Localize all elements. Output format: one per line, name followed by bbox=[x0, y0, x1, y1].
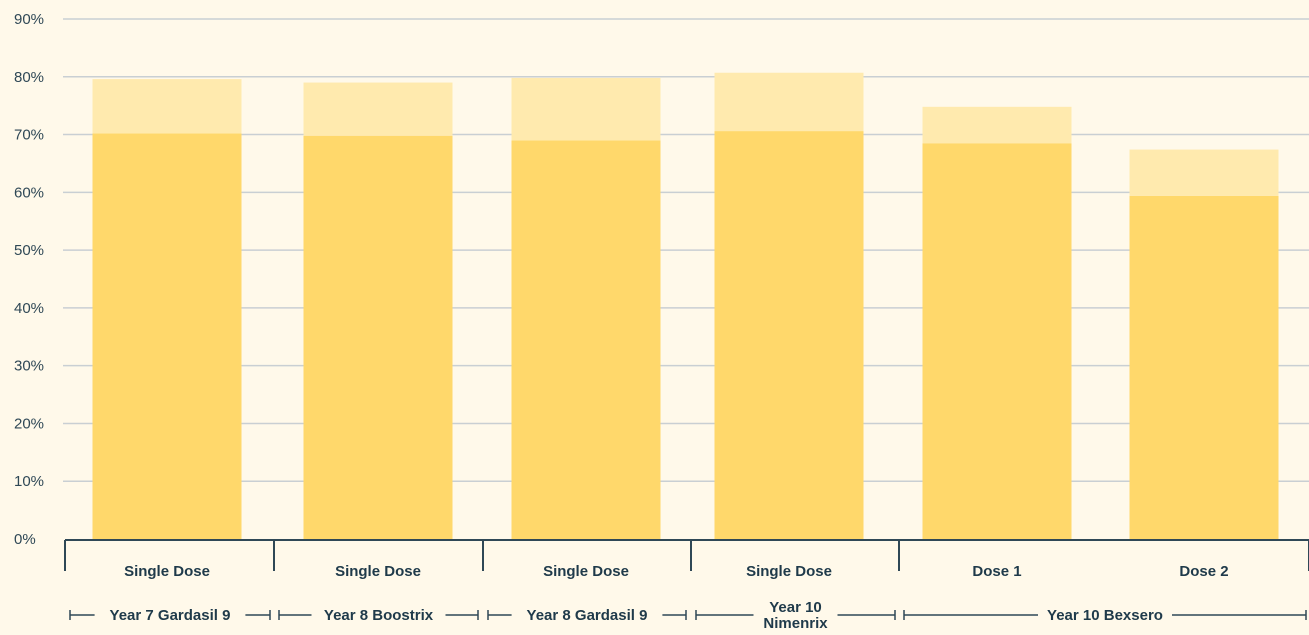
x-axis bbox=[64, 539, 1309, 571]
y-tick-label: 30% bbox=[14, 358, 44, 375]
bar-segment-base bbox=[1129, 195, 1279, 540]
gridlines bbox=[63, 18, 1309, 482]
group-label: Year 10 Bexsero bbox=[1047, 607, 1163, 624]
y-tick-label: 80% bbox=[14, 69, 44, 86]
category-label: Single Dose bbox=[124, 563, 210, 580]
category-labels: Single Dose Single Dose Single Dose Single … bbox=[124, 563, 1229, 580]
bar-segment-base bbox=[922, 143, 1072, 539]
y-tick-label: 10% bbox=[14, 473, 44, 490]
bar-segment-base bbox=[303, 135, 453, 539]
group-label: Year 8 Boostrix bbox=[324, 607, 434, 624]
y-tick-label: 50% bbox=[14, 242, 44, 259]
y-tick-label: 20% bbox=[14, 415, 44, 432]
y-tick-label: 70% bbox=[14, 127, 44, 144]
group-labels: Year 7 Gardasil 9 Year 8 Boostrix Year 8 G… bbox=[69, 599, 1307, 632]
bar-segment-top bbox=[714, 72, 864, 132]
category-label: Single Dose bbox=[335, 563, 421, 580]
y-tick-label: 90% bbox=[14, 11, 44, 28]
bars bbox=[92, 72, 1279, 540]
y-tick-label: 40% bbox=[14, 300, 44, 317]
y-tick-label: 60% bbox=[14, 184, 44, 201]
bar-segment-top bbox=[92, 79, 242, 134]
bar-segment-base bbox=[511, 140, 661, 540]
group-label: Year 10 Nimenrix bbox=[763, 599, 828, 632]
bar-segment-base bbox=[714, 131, 864, 540]
bar-segment-top bbox=[303, 82, 453, 136]
category-label: Single Dose bbox=[746, 563, 832, 580]
bar-segment-base bbox=[92, 133, 242, 539]
category-label: Dose 1 bbox=[972, 563, 1021, 580]
y-axis-ticks: 0% 10% 20% 30% 40% 50% 60% 70% 80% 90% bbox=[14, 11, 44, 548]
category-label: Dose 2 bbox=[1179, 563, 1228, 580]
bar-segment-top bbox=[511, 77, 661, 141]
group-label: Year 7 Gardasil 9 bbox=[110, 607, 231, 624]
group-label: Year 8 Gardasil 9 bbox=[527, 607, 648, 624]
category-label: Single Dose bbox=[543, 563, 629, 580]
y-tick-label: 0% bbox=[14, 531, 36, 548]
bar-segment-top bbox=[922, 106, 1072, 144]
bar-segment-top bbox=[1129, 149, 1279, 196]
